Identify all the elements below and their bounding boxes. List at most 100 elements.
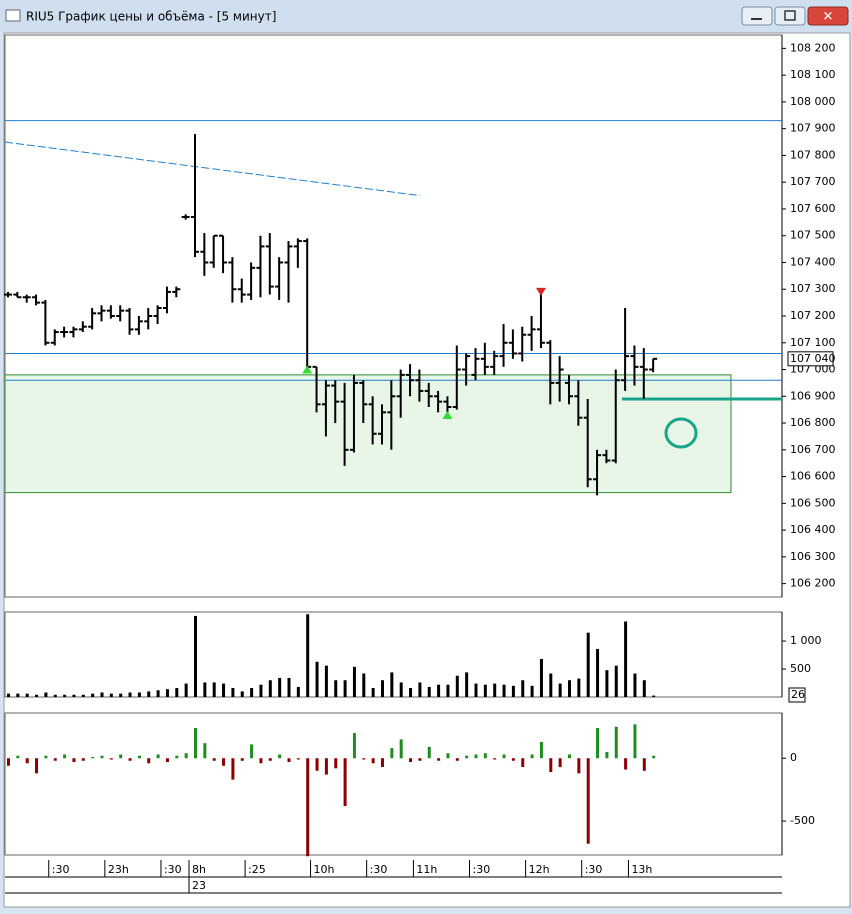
bar: [409, 688, 413, 697]
bar: [343, 758, 347, 806]
bar: [455, 675, 459, 697]
y-tick-label: 106 500: [790, 496, 836, 509]
window-title: RIU5 График цены и объёма - [5 минут]: [26, 10, 276, 24]
icon: [784, 10, 796, 21]
bar: [259, 758, 263, 764]
bar: [511, 685, 515, 697]
bar: [343, 680, 347, 697]
bar: [399, 739, 403, 759]
y-tick-label: 106 600: [790, 470, 836, 483]
y-tick-label: 106 700: [790, 443, 836, 456]
x-tick-label: :30: [585, 863, 603, 876]
icon: ✕: [823, 10, 834, 25]
bar: [605, 751, 609, 759]
bar: [568, 754, 571, 759]
bar: [7, 693, 10, 697]
bar: [315, 661, 319, 697]
bar: [212, 682, 216, 697]
bar: [493, 758, 497, 760]
bar: [72, 758, 76, 763]
bar: [268, 680, 272, 697]
bar: [652, 695, 656, 697]
last-price-label: 107 040: [790, 352, 836, 365]
bar: [147, 691, 151, 697]
bar: [521, 680, 525, 697]
bar: [222, 758, 226, 766]
minimize-button[interactable]: [741, 6, 773, 26]
zone: [4, 374, 732, 494]
last-price-box: [787, 351, 834, 367]
bar: [399, 682, 403, 697]
y-tick-label: -500: [790, 814, 815, 827]
bar: [53, 758, 57, 761]
bar: [577, 678, 581, 697]
bar: [334, 758, 338, 769]
bar: [203, 743, 207, 759]
x-tick-label: :25: [248, 863, 266, 876]
bar: [381, 680, 384, 697]
bar: [549, 758, 553, 773]
bar: [381, 758, 384, 768]
bar: [306, 758, 310, 857]
bar: [418, 682, 422, 697]
bar: [371, 758, 375, 764]
bar: [605, 670, 609, 697]
bar: [156, 754, 160, 759]
bar: [568, 680, 571, 697]
y-tick-label: 107 600: [790, 202, 836, 215]
bar: [81, 694, 85, 697]
bar: [119, 754, 123, 759]
maximize-button[interactable]: [774, 6, 806, 26]
bar: [652, 755, 656, 759]
bar: [437, 758, 441, 761]
y-tick-label: 107 200: [790, 309, 836, 322]
bar: [586, 632, 590, 697]
bar: [446, 684, 450, 697]
bar: [521, 758, 525, 768]
bar: [539, 658, 543, 697]
bar: [549, 673, 553, 697]
bar: [296, 758, 300, 760]
bar: [175, 688, 179, 697]
bar: [184, 683, 188, 697]
bar: [240, 758, 244, 761]
bar: [100, 755, 104, 759]
bar: [352, 733, 356, 759]
x-tick-label: 8h: [192, 863, 206, 876]
bar: [44, 692, 48, 697]
bar: [231, 688, 235, 697]
bar: [91, 756, 95, 759]
bar: [259, 684, 263, 697]
bar: [558, 683, 562, 697]
bar: [240, 691, 244, 697]
plots: 106 200 106 300 106 400 106 500 106 600 106 7…: [4, 34, 836, 894]
bar: [250, 744, 254, 759]
signal-marker: [442, 411, 453, 420]
bar: [7, 758, 10, 766]
bar: [362, 758, 366, 760]
x-tick-label: 12h: [529, 863, 550, 876]
bar: [483, 684, 487, 697]
bar: [109, 758, 113, 760]
bar: [156, 690, 160, 697]
bar: [446, 753, 450, 759]
bar: [633, 673, 637, 697]
bar: [437, 684, 441, 697]
bar: [128, 758, 132, 761]
bar: [165, 758, 169, 763]
bar: [25, 693, 29, 697]
bar: [614, 726, 618, 759]
trend-line: [4, 141, 421, 197]
y-tick-label: 106 900: [790, 389, 836, 402]
bar: [137, 692, 141, 697]
bar: [577, 758, 581, 774]
x-date-label: 23: [192, 879, 206, 892]
y-tick-label: 107 800: [790, 148, 836, 161]
bar: [100, 692, 104, 697]
bar: [16, 693, 20, 697]
bar: [231, 758, 235, 780]
bar: [596, 728, 600, 759]
bar: [614, 665, 618, 697]
close-button[interactable]: [807, 6, 849, 26]
bar: [624, 758, 628, 770]
